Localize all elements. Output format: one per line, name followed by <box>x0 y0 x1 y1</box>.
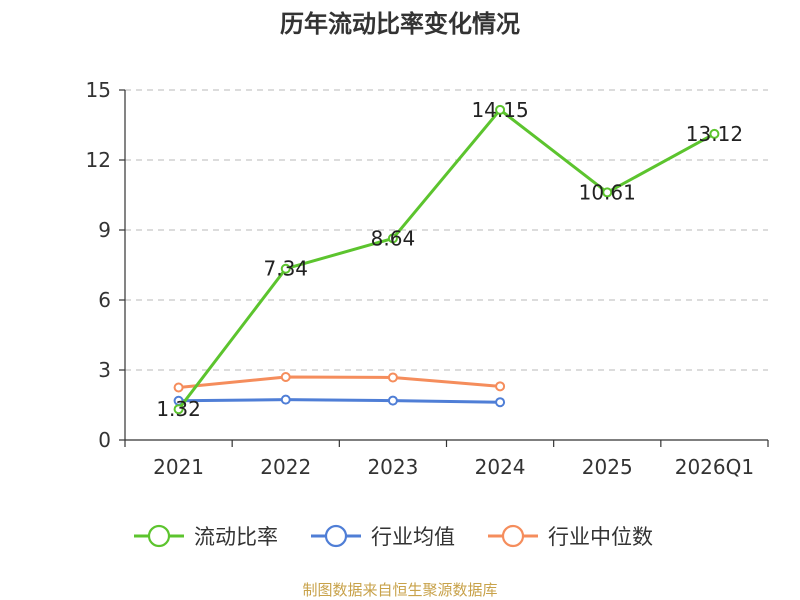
data-point-0 <box>387 233 398 244</box>
gridlines <box>125 89 768 371</box>
data-label: 13.12 <box>686 122 743 146</box>
legend-swatch-marker <box>324 524 348 548</box>
legend-item-2[interactable]: 行业中位数 <box>488 524 653 549</box>
legend-label: 行业均值 <box>371 525 455 549</box>
axes: 0 3 6 9 12 15 2021 2022 2023 2024 2025 2026Q1 <box>86 78 769 479</box>
data-point-0 <box>280 263 291 274</box>
source-note: 制图数据来自恒生聚源数据库 <box>302 581 497 599</box>
x-tick-label: 2023 <box>367 455 418 479</box>
data-point-0 <box>173 404 184 415</box>
legend-label: 流动比率 <box>194 525 278 549</box>
legend-item-1[interactable]: 行业均值 <box>311 524 455 549</box>
x-tick-label: 2024 <box>475 455 526 479</box>
data-point-1 <box>495 397 506 408</box>
data-point-0 <box>709 128 720 139</box>
series-layer <box>173 104 720 415</box>
data-label: 1.32 <box>156 397 201 421</box>
series-line-0 <box>177 108 716 411</box>
data-label: 14.15 <box>471 98 528 122</box>
data-point-2 <box>495 381 506 392</box>
data-point-2 <box>280 372 291 382</box>
data-label: 10.61 <box>579 180 636 204</box>
y-tick-label: 9 <box>98 218 111 242</box>
series-line-2 <box>178 375 501 389</box>
data-labels: 1.32 7.34 8.64 14.15 10.61 13.12 <box>156 98 743 421</box>
data-point-0 <box>602 187 613 198</box>
y-tick-label: 6 <box>98 288 111 312</box>
data-point-1 <box>387 395 398 406</box>
legend-label: 行业中位数 <box>548 525 653 549</box>
legend-swatch-marker <box>501 524 525 548</box>
data-point-2 <box>387 372 398 383</box>
x-tick-label: 2022 <box>260 455 311 479</box>
legend[interactable]: 流动比率 行业均值 行业中位数 <box>134 524 653 549</box>
y-tick-label: 0 <box>98 428 111 452</box>
data-label: 7.34 <box>263 257 308 281</box>
data-label: 8.64 <box>371 226 416 250</box>
y-tick-label: 3 <box>98 358 111 382</box>
series-line-1 <box>178 398 501 404</box>
data-point-2 <box>173 382 184 393</box>
x-tick-label: 2025 <box>582 455 633 479</box>
y-tick-label: 12 <box>86 148 111 172</box>
legend-item-0[interactable]: 流动比率 <box>134 524 278 549</box>
chart-title: 历年流动比率变化情况 <box>280 10 520 38</box>
data-point-0 <box>495 104 506 115</box>
legend-swatch-marker <box>147 524 171 548</box>
x-tick-label: 2021 <box>153 455 204 479</box>
x-tick-label: 2026Q1 <box>675 455 754 479</box>
data-point-1 <box>280 394 291 405</box>
y-tick-label: 15 <box>86 78 111 102</box>
